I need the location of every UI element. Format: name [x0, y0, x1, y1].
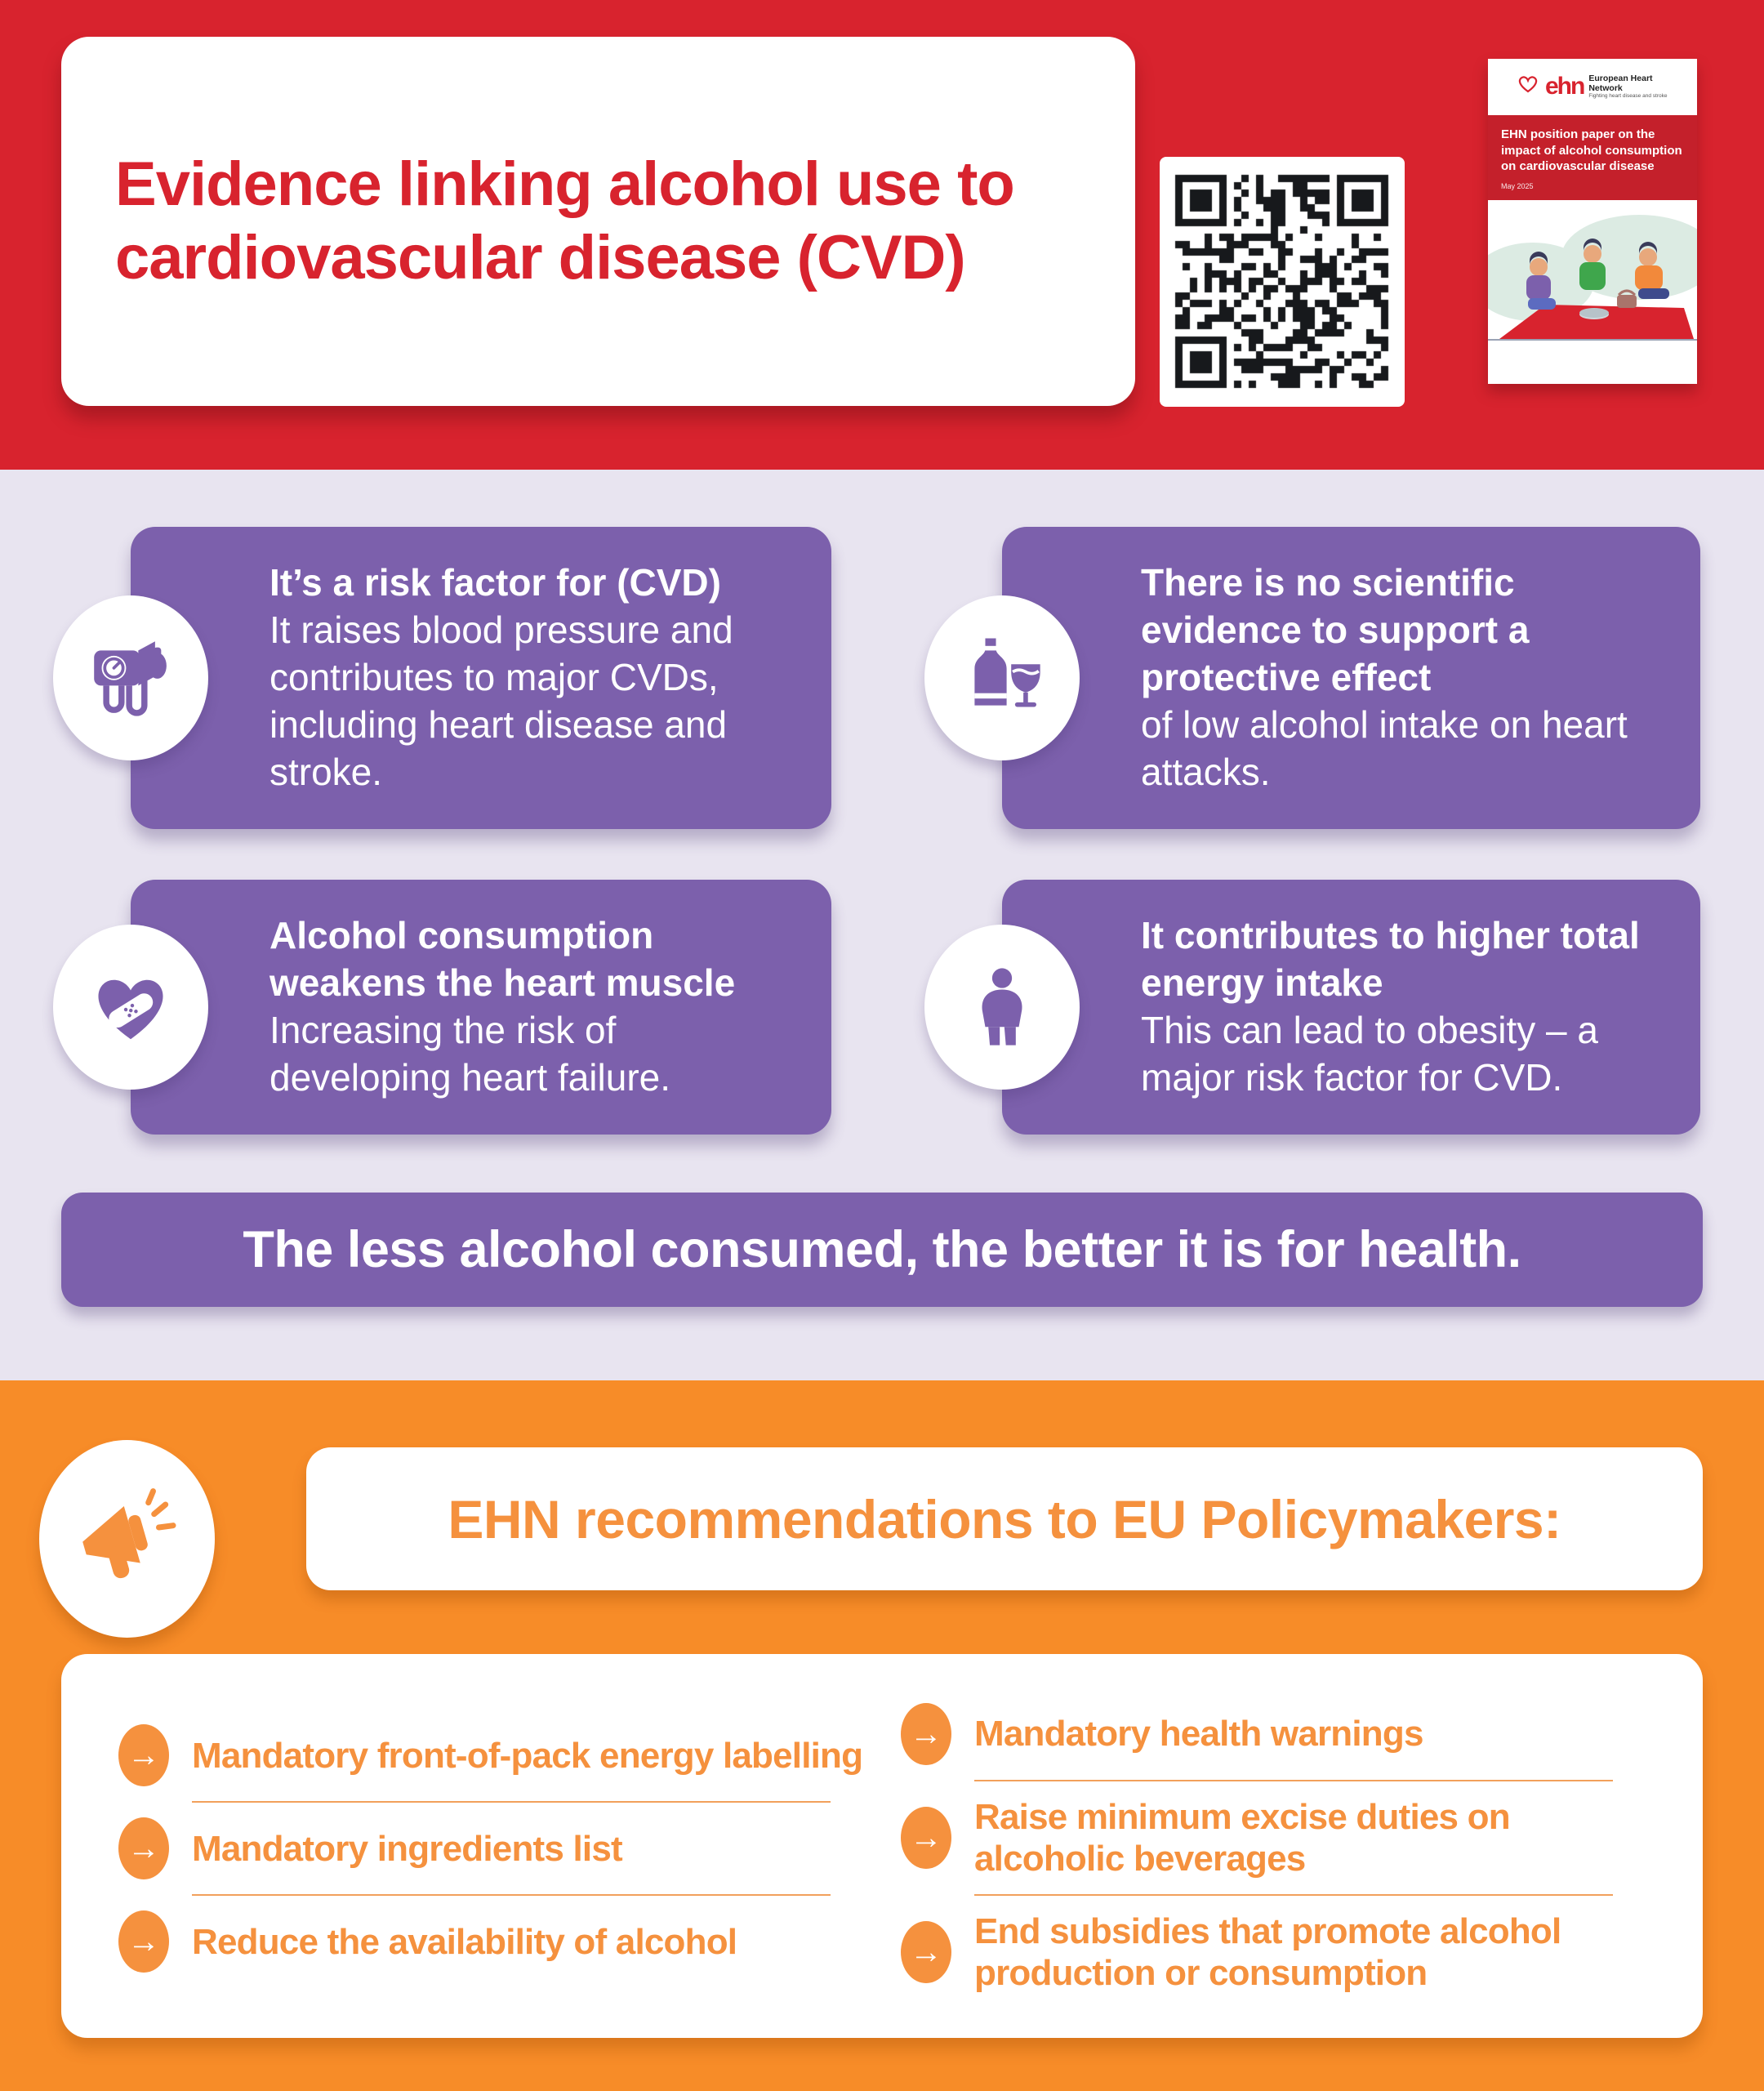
fact-heading: It contributes to higher total energy in…: [1141, 914, 1640, 1004]
recommendation-text: End subsidies that promote alcohol produ…: [974, 1911, 1561, 1994]
recommendation-text: Mandatory ingredients list: [192, 1828, 623, 1869]
blood-pressure-monitor-icon: [53, 595, 208, 760]
qr-code-canvas: [1171, 171, 1393, 393]
org-name: European Heart Network: [1588, 74, 1653, 94]
title-card: Evidence linking alcohol use to cardiova…: [61, 37, 1135, 406]
recommendation-text: Reduce the availability of alcohol: [192, 1921, 737, 1962]
ehn-logo: ehn European Heart Network Fighting hear…: [1488, 59, 1697, 109]
recommendations-right-column: → Mandatory health warnings → Raise mini…: [901, 1693, 1646, 2004]
picnic-illustration: [1488, 200, 1697, 384]
bottle-and-glass-icon: [924, 595, 1080, 760]
recommendation-item: → Raise minimum excise duties on alcohol…: [901, 1786, 1646, 1889]
recommendation-item: → Mandatory ingredients list: [118, 1808, 863, 1889]
recommendation-item: → End subsidies that promote alcohol pro…: [901, 1901, 1646, 2004]
recommendation-item: → Mandatory front-of-pack energy labelli…: [118, 1714, 863, 1796]
recommendation-item: → Mandatory health warnings: [901, 1693, 1646, 1775]
arrow-right-icon: →: [118, 1724, 169, 1787]
ehn-logo-text: ehn: [1545, 72, 1585, 100]
fact-body: Increasing the risk of developing heart …: [270, 1008, 670, 1099]
qr-code: [1160, 157, 1405, 407]
org-tagline: Fighting heart disease and stroke: [1588, 93, 1668, 100]
fact-card-energy-intake: It contributes to higher total energy in…: [924, 880, 1700, 1135]
fact-card-risk-factor: It’s a risk factor for (CVD) It raises b…: [53, 527, 831, 829]
fact-heading: It’s a risk factor for (CVD): [270, 561, 721, 604]
recommendations-left-column: → Mandatory front-of-pack energy labelli…: [118, 1693, 863, 2004]
arrow-right-icon: →: [118, 1817, 169, 1880]
fact-body: of low alcohol intake on heart attacks.: [1141, 702, 1628, 793]
report-cover-thumbnail: ehn European Heart Network Fighting hear…: [1488, 59, 1697, 384]
megaphone-icon: [39, 1440, 215, 1638]
heart-bandage-icon: [53, 924, 208, 1090]
recommendations-heading: EHN recommendations to EU Policymakers:: [306, 1447, 1703, 1590]
divider: [192, 1801, 831, 1803]
cover-title-band: EHN position paper on the impact of alco…: [1488, 115, 1697, 200]
arrow-right-icon: →: [901, 1703, 951, 1765]
recommendation-text: Mandatory front-of-pack energy labelling: [192, 1735, 863, 1776]
recommendation-text: Mandatory health warnings: [974, 1714, 1423, 1754]
fact-body: It raises blood pressure and contributes…: [270, 608, 733, 793]
fact-heading: Alcohol consumption weakens the heart mu…: [270, 914, 736, 1004]
fact-body: This can lead to obesity – a major risk …: [1141, 1008, 1598, 1099]
divider: [192, 1894, 831, 1897]
person-obesity-icon: [924, 924, 1080, 1090]
key-message-banner: The less alcohol consumed, the better it…: [61, 1193, 1703, 1307]
recommendation-text: Raise minimum excise duties on alcoholic…: [974, 1797, 1511, 1879]
cover-date: May 2025: [1501, 181, 1534, 190]
ehn-heart-icon: [1516, 74, 1540, 99]
recommendation-item: → Reduce the availability of alcohol: [118, 1901, 863, 1982]
divider: [974, 1894, 1613, 1897]
page-title: Evidence linking alcohol use to cardiova…: [115, 149, 1015, 292]
recommendations-card: → Mandatory front-of-pack energy labelli…: [61, 1654, 1703, 2039]
ehn-org-block: European Heart Network Fighting heart di…: [1588, 74, 1687, 99]
cover-title: EHN position paper on the impact of alco…: [1501, 127, 1682, 174]
arrow-right-icon: →: [901, 1807, 951, 1870]
fact-card-no-protective-effect: There is no scientific evidence to suppo…: [924, 527, 1700, 829]
fact-heading: There is no scientific evidence to suppo…: [1141, 561, 1530, 698]
arrow-right-icon: →: [118, 1910, 169, 1973]
divider: [974, 1780, 1613, 1781]
fact-card-weakens-heart: Alcohol consumption weakens the heart mu…: [53, 880, 831, 1135]
arrow-right-icon: →: [901, 1921, 951, 1984]
